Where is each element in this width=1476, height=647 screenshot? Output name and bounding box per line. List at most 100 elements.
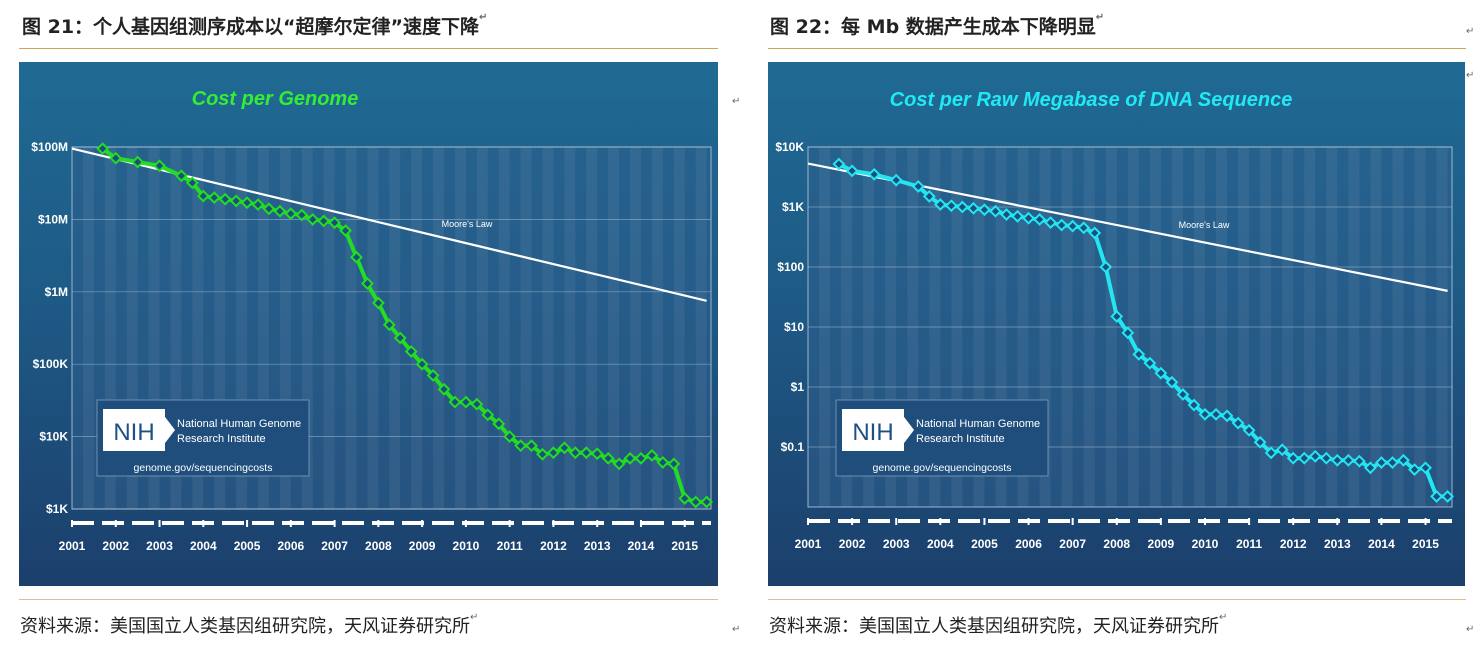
data-point bbox=[1319, 451, 1333, 465]
nih-url: genome.gov/sequencingcosts bbox=[873, 462, 1012, 474]
data-point bbox=[1397, 453, 1410, 467]
data-point bbox=[1430, 490, 1443, 503]
data-point bbox=[1386, 456, 1399, 469]
data-point bbox=[295, 208, 309, 222]
nih-org-line2: Research Institute bbox=[916, 433, 1005, 445]
y-tick-label: $1K bbox=[782, 200, 804, 214]
plot-band bbox=[673, 147, 685, 509]
data-point bbox=[1275, 443, 1289, 457]
x-tick-label: 2001 bbox=[795, 537, 822, 551]
data-point bbox=[1165, 375, 1179, 389]
plot-band bbox=[367, 147, 379, 509]
data-point bbox=[1231, 416, 1245, 430]
data-point bbox=[1066, 219, 1080, 233]
data-point bbox=[1121, 326, 1135, 340]
x-tick-label: 2014 bbox=[1368, 537, 1395, 551]
data-point bbox=[196, 189, 210, 203]
plot-band bbox=[258, 147, 269, 509]
plot-band bbox=[323, 147, 335, 509]
nih-logo-arrow bbox=[159, 409, 175, 451]
data-point bbox=[568, 446, 582, 460]
right-chart-panel: $0.1 $1 $10 $100 $1K $10K 2001 2002 2003 2004 2005… bbox=[768, 62, 1465, 586]
data-point bbox=[1363, 461, 1377, 475]
data-point bbox=[361, 277, 374, 290]
data-point bbox=[481, 408, 495, 422]
data-point bbox=[955, 200, 969, 214]
data-point bbox=[966, 201, 980, 215]
left-bottom-para-mark: ↵ bbox=[732, 624, 741, 635]
x-tick-label: 2009 bbox=[1148, 537, 1175, 551]
right-bottom-para-mark: ↵ bbox=[1466, 624, 1475, 635]
data-point bbox=[1110, 310, 1124, 323]
data-point bbox=[525, 439, 538, 453]
megabase-cost-chart: $0.1 $1 $10 $100 $1K $10K 2001 2002 2003 2004 2005… bbox=[775, 89, 1455, 551]
data-point bbox=[1198, 407, 1212, 421]
data-point bbox=[262, 202, 276, 216]
data-point bbox=[339, 224, 352, 238]
data-point bbox=[656, 455, 670, 469]
x-tick-label: 2002 bbox=[102, 539, 129, 553]
data-point bbox=[328, 216, 342, 230]
data-point bbox=[1143, 356, 1157, 370]
data-point bbox=[832, 157, 846, 171]
plot-band bbox=[170, 147, 182, 509]
x-tick-label: 2012 bbox=[1280, 537, 1307, 551]
plot-band bbox=[542, 147, 554, 509]
x-tick-label: 2013 bbox=[1324, 537, 1351, 551]
data-point bbox=[415, 357, 429, 371]
data-point bbox=[678, 492, 692, 505]
plot-band bbox=[608, 147, 620, 509]
data-point bbox=[1308, 449, 1322, 463]
right-source-note: 资料来源：美国国立人类基因组研究院，天风证券研究所 ↵ bbox=[769, 612, 1228, 637]
data-point bbox=[1419, 461, 1432, 475]
nih-badge: NIH National Human Genome Research Institu… bbox=[835, 399, 1049, 477]
nih-badge: NIH National Human Genome Research Institu… bbox=[96, 399, 310, 477]
data-point bbox=[601, 451, 615, 465]
x-tick-label: 2002 bbox=[839, 537, 866, 551]
data-point bbox=[1011, 209, 1024, 223]
data-point bbox=[492, 417, 506, 431]
x-tick-label: 2001 bbox=[59, 539, 86, 553]
data-point bbox=[1000, 208, 1013, 221]
x-tick-label: 2013 bbox=[584, 539, 611, 553]
data-point bbox=[623, 451, 637, 465]
left-chart-panel: $1K $10K $100K $1M $10M $100M 2001 2002 2003 2004… bbox=[19, 62, 718, 586]
x-tick-label: 2008 bbox=[1103, 537, 1130, 551]
data-point bbox=[1077, 221, 1091, 235]
right-figure-title: 图 22：每 Mb 数据产生成本下降明显 ↵ bbox=[770, 12, 1105, 38]
data-point bbox=[889, 173, 903, 187]
data-point bbox=[96, 142, 110, 156]
data-point bbox=[218, 192, 232, 206]
left-source-rule bbox=[19, 599, 718, 600]
plot-band bbox=[651, 147, 663, 509]
y-tick-label: $10K bbox=[775, 140, 804, 154]
data-point bbox=[175, 169, 188, 183]
plot-band bbox=[498, 147, 510, 509]
data-point bbox=[944, 199, 958, 213]
right-title-rule bbox=[768, 48, 1466, 49]
data-point bbox=[251, 198, 265, 212]
data-point bbox=[1352, 454, 1366, 468]
data-point bbox=[109, 151, 123, 165]
data-point bbox=[426, 369, 440, 382]
data-point bbox=[911, 180, 925, 193]
plot-band bbox=[192, 147, 204, 509]
data-point bbox=[1055, 218, 1069, 232]
nih-org-line2: Research Institute bbox=[177, 433, 266, 445]
data-point bbox=[1033, 213, 1046, 226]
data-point bbox=[645, 448, 659, 462]
plot-band bbox=[301, 147, 313, 509]
data-point bbox=[700, 495, 714, 509]
plot-band bbox=[104, 147, 116, 509]
data-point bbox=[185, 176, 199, 190]
x-tick-label: 2015 bbox=[671, 539, 698, 553]
data-point bbox=[667, 457, 681, 471]
plot-band bbox=[520, 147, 532, 509]
data-point bbox=[207, 191, 221, 205]
data-point bbox=[371, 296, 385, 310]
data-point bbox=[634, 451, 648, 465]
data-point bbox=[590, 447, 604, 461]
y-tick-label: $100K bbox=[33, 357, 69, 371]
x-tick-label: 2007 bbox=[1059, 537, 1086, 551]
x-tick-label: 2010 bbox=[453, 539, 480, 553]
